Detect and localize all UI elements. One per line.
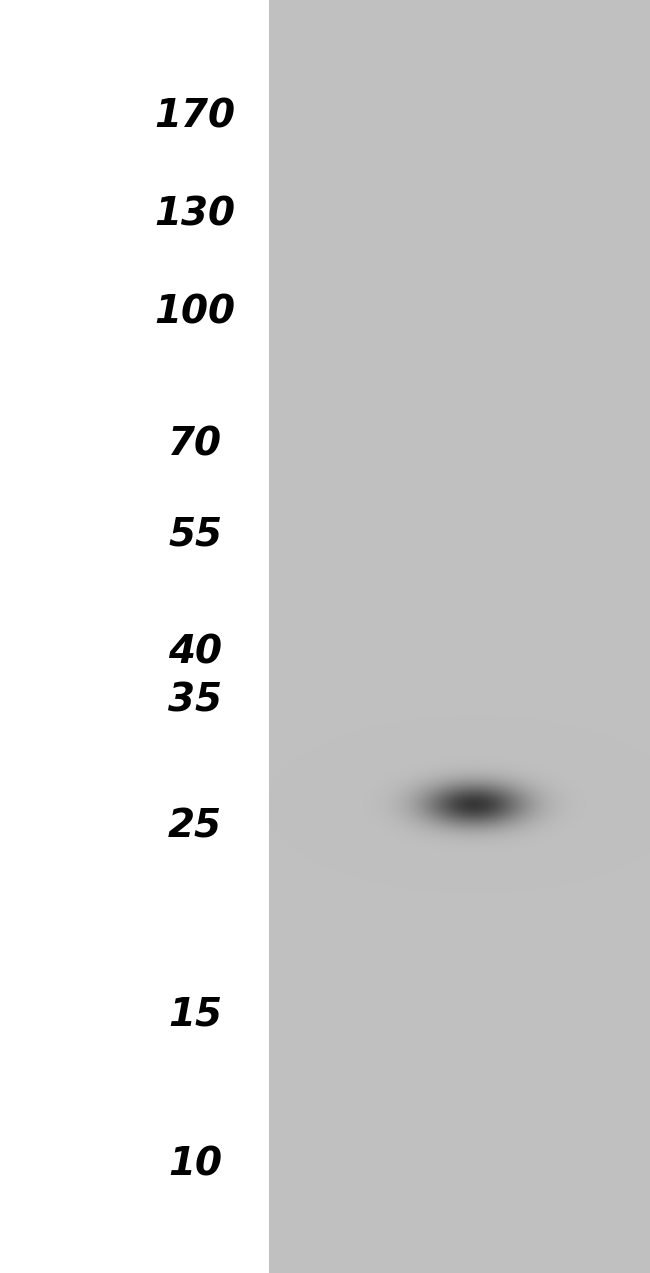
Text: 15: 15 bbox=[168, 995, 222, 1034]
Text: 35: 35 bbox=[168, 682, 222, 721]
Text: 100: 100 bbox=[155, 293, 235, 331]
Text: 10: 10 bbox=[168, 1146, 222, 1184]
Text: 70: 70 bbox=[168, 425, 222, 463]
Text: 25: 25 bbox=[168, 807, 222, 845]
Text: 170: 170 bbox=[155, 97, 235, 135]
Text: 55: 55 bbox=[168, 516, 222, 552]
Text: 40: 40 bbox=[168, 633, 222, 671]
Text: 130: 130 bbox=[155, 196, 235, 234]
